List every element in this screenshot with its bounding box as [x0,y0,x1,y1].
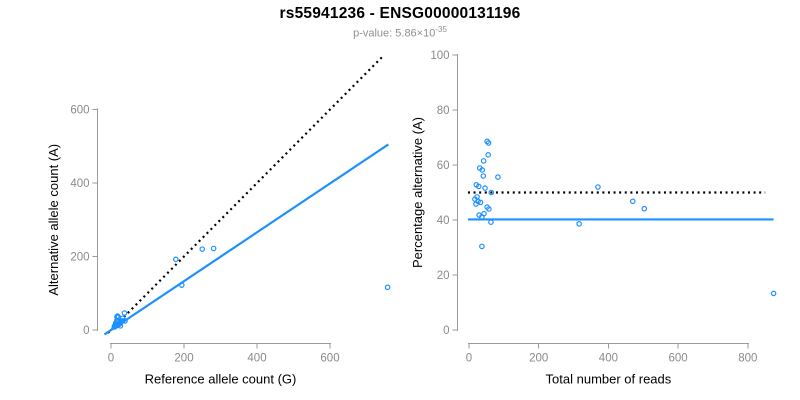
data-point [116,321,122,328]
regression-line [103,143,390,336]
x-tick-label: 600 [669,353,688,365]
data-point [121,310,128,316]
y-tick-label: 100 [430,50,449,62]
x-tick-label: 200 [174,353,193,365]
identity-line [107,55,384,334]
data-point [199,246,206,252]
x-tick-label: 800 [738,353,757,365]
y-tick-label: 0 [83,325,89,337]
data-point [479,243,485,250]
data-point [485,152,491,158]
y-tick-label: 400 [70,178,89,190]
data-point [641,205,648,212]
pvalue-text: p-value: 5.86×10 [353,27,436,40]
data-point [117,323,124,329]
data-point [479,167,486,173]
plot-subtitle: p-value: 5.86×10-35 [0,25,800,40]
data-point [480,173,487,179]
y-tick-label: 80 [437,105,450,117]
y-tick-label: 200 [70,252,89,264]
data-point [473,201,479,207]
data-point [477,199,484,206]
data-point [479,214,485,220]
x-tick-label: 200 [529,353,548,365]
y-axis-title: Percentage alternative (A) [410,117,425,268]
data-point [122,318,128,324]
data-point [629,198,636,205]
data-point [210,245,217,252]
data-point [179,282,185,288]
x-tick-label: 400 [599,353,618,365]
data-point [488,219,494,226]
x-tick-label: 0 [466,353,472,365]
data-point [770,290,777,297]
y-tick-label: 20 [437,270,450,282]
x-tick-label: 600 [320,353,339,365]
data-point [475,183,482,190]
y-tick-label: 600 [70,105,89,117]
data-point [486,206,492,212]
data-point [173,256,179,263]
x-tick-label: 0 [108,353,114,365]
pvalue-exponent: -35 [435,25,447,34]
data-point [576,221,582,227]
plot-title: rs55941236 - ENSG00000131196 [279,5,521,22]
data-point [482,185,488,191]
data-point [495,174,501,180]
y-axis-title: Alternative allele count (A) [46,144,61,296]
data-point [485,140,492,146]
x-axis-title: Reference allele count (G) [145,372,297,387]
data-point [488,189,495,196]
data-point [595,184,601,190]
data-point [384,284,391,291]
x-axis-title: Total number of reads [546,372,672,387]
x-tick-label: 400 [247,353,266,365]
y-tick-label: 0 [443,325,449,337]
y-tick-label: 40 [437,215,450,227]
y-tick-label: 60 [437,160,450,172]
data-point [480,158,487,164]
